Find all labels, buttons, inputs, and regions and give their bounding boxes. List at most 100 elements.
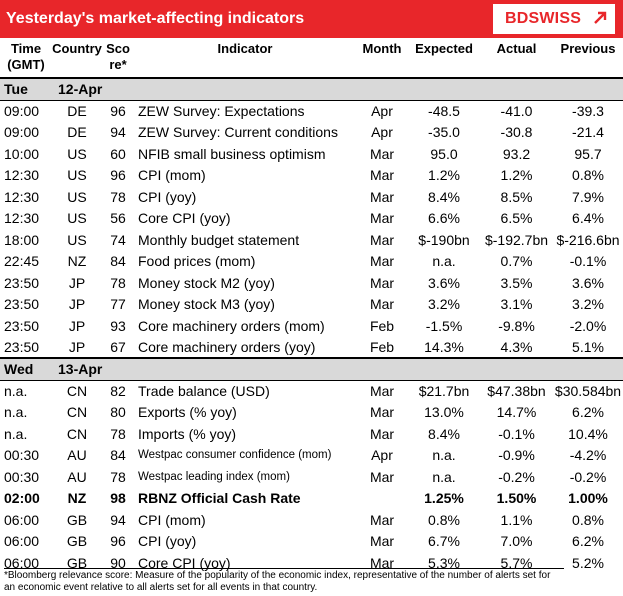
- col-previous: Previous: [553, 38, 623, 79]
- cell-month: Mar: [369, 533, 395, 550]
- cell-month: Mar: [369, 511, 395, 528]
- cell-indicator: RBNZ Official Cash Rate: [138, 490, 301, 507]
- cell-score: 94: [110, 124, 126, 141]
- cell-country: US: [67, 188, 87, 205]
- day-date: 12-Apr: [52, 78, 623, 101]
- cell-time: 06:00: [4, 554, 40, 571]
- cell-previous: 6.2%: [572, 404, 604, 421]
- cell-month: Mar: [369, 425, 395, 442]
- cell-previous: $30.584bn: [554, 383, 622, 399]
- cell-previous: 0.8%: [572, 511, 604, 528]
- cell-previous: 0.8%: [572, 167, 604, 184]
- cell-month: Apr: [371, 447, 393, 464]
- cell-previous: 95.7: [574, 145, 602, 162]
- cell-actual: -9.8%: [498, 317, 535, 334]
- cell-actual: 6.5%: [500, 210, 533, 227]
- cell-score: 94: [110, 511, 126, 528]
- cell-month: Mar: [369, 188, 395, 205]
- cell-month: Mar: [369, 167, 395, 184]
- cell-score: 84: [110, 447, 126, 464]
- cell-country: DE: [67, 124, 87, 141]
- cell-score: 78: [110, 425, 126, 442]
- table-row: 12:30 US 56 Core CPI (yoy) Mar 6.6% 6.5% 6.4%: [0, 208, 623, 230]
- page-title: Yesterday's market-affecting indicators: [6, 10, 305, 27]
- col-actual: Actual: [480, 38, 553, 79]
- cell-score: 78: [110, 188, 126, 205]
- title-bar: Yesterday's market-affecting indicators …: [0, 0, 623, 38]
- cell-indicator: Core CPI (yoy): [138, 210, 231, 227]
- day-header-row: Tue 12-Apr: [0, 78, 623, 101]
- cell-previous: 5.2%: [572, 554, 604, 571]
- cell-country: NZ: [67, 490, 87, 507]
- cell-previous: -4.2%: [569, 447, 607, 464]
- cell-previous: 7.9%: [572, 188, 604, 205]
- cell-expected: -1.5%: [425, 317, 463, 334]
- cell-score: 98: [110, 490, 126, 507]
- cell-month: Feb: [369, 317, 395, 334]
- cell-indicator: Core machinery orders (yoy): [138, 338, 316, 355]
- cell-expected: 0.8%: [428, 511, 460, 528]
- cell-previous: -0.1%: [569, 253, 607, 270]
- cell-score: 78: [110, 274, 126, 291]
- cell-actual: 14.7%: [496, 404, 537, 421]
- cell-actual: $47.38bn: [487, 383, 546, 399]
- cell-expected: $-190bn: [418, 231, 470, 248]
- col-month: Month: [356, 38, 408, 79]
- cell-month: Mar: [369, 404, 395, 421]
- cell-score: 60: [110, 145, 126, 162]
- cell-indicator: CPI (mom): [138, 511, 206, 528]
- cell-indicator: Imports (% yoy): [138, 425, 237, 442]
- indicators-table: Time (GMT) Country Score* Indicator Mont…: [0, 38, 623, 574]
- cell-actual: $-192.7bn: [484, 231, 549, 248]
- cell-month: Mar: [369, 296, 395, 313]
- table-row: 00:30 AU 84 Westpac consumer confidence (mo…: [0, 445, 623, 467]
- cell-country: GB: [66, 533, 88, 550]
- cell-time: n.a.: [4, 425, 28, 442]
- cell-actual: 93.2: [502, 145, 531, 162]
- cell-time: 23:50: [4, 338, 40, 355]
- cell-expected: 6.6%: [428, 210, 460, 227]
- cell-expected: 8.4%: [428, 188, 460, 205]
- table-row: 23:50 JP 78 Money stock M2 (yoy) Mar 3.6% 3.5%…: [0, 272, 623, 294]
- cell-country: US: [67, 231, 87, 248]
- cell-score: 90: [110, 554, 126, 571]
- day-weekday: Wed: [0, 357, 52, 381]
- cell-time: 09:00: [4, 124, 40, 141]
- cell-score: 78: [110, 468, 126, 485]
- cell-time: 09:00: [4, 103, 40, 119]
- cell-previous: -39.3: [572, 103, 604, 119]
- cell-expected: n.a.: [432, 253, 456, 270]
- cell-month: Mar: [369, 383, 395, 399]
- cell-expected: 3.6%: [428, 274, 460, 291]
- cell-month: Mar: [369, 554, 395, 571]
- cell-expected: n.a.: [432, 447, 456, 464]
- table-row: 06:00 GB 94 CPI (mom) Mar 0.8% 1.1% 0.8%: [0, 509, 623, 531]
- cell-month: Mar: [369, 253, 395, 270]
- cell-expected: 95.0: [430, 145, 458, 162]
- cell-score: 84: [110, 253, 126, 270]
- cell-country: NZ: [67, 253, 87, 270]
- cell-actual: 1.1%: [500, 511, 533, 528]
- cell-time: 12:30: [4, 210, 40, 227]
- cell-indicator: Money stock M3 (yoy): [138, 296, 275, 313]
- cell-expected: 6.7%: [428, 533, 460, 550]
- cell-score: 56: [110, 210, 126, 227]
- cell-country: US: [67, 210, 87, 227]
- cell-expected: 13.0%: [424, 404, 464, 421]
- cell-time: 23:50: [4, 296, 40, 313]
- cell-time: 02:00: [4, 490, 40, 507]
- cell-score: 80: [110, 404, 126, 421]
- cell-country: JP: [68, 317, 86, 334]
- cell-month: Mar: [369, 468, 395, 485]
- cell-actual: 7.0%: [500, 533, 533, 550]
- cell-actual: 3.1%: [500, 296, 533, 313]
- cell-time: n.a.: [4, 404, 28, 421]
- cell-score: 96: [110, 103, 126, 119]
- cell-previous: 6.2%: [572, 533, 604, 550]
- col-country: Country: [52, 38, 102, 79]
- table-row: 10:00 US 60 NFIB small business optimism Mar…: [0, 143, 623, 165]
- cell-expected: -35.0: [428, 124, 460, 141]
- cell-score: 93: [110, 317, 126, 334]
- cell-actual: 1.50%: [496, 490, 537, 507]
- table-row: 06:00 GB 96 CPI (yoy) Mar 6.7% 7.0% 6.2%: [0, 531, 623, 553]
